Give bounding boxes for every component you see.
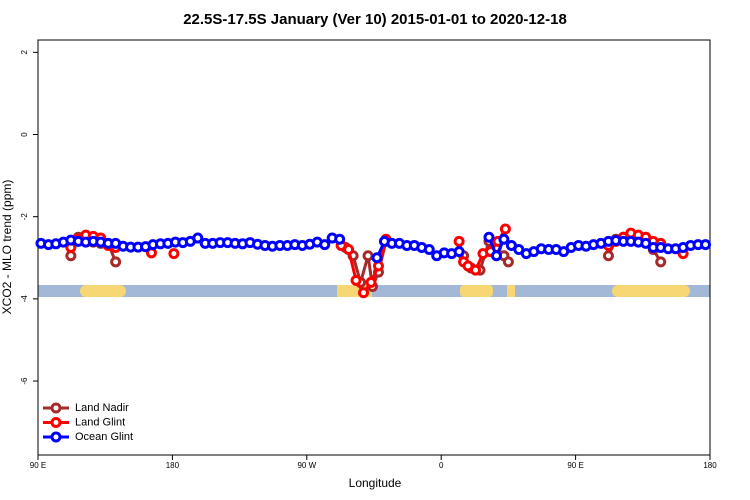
marker [168, 248, 180, 260]
marker [470, 264, 482, 276]
legend: Land Nadir Land Glint Ocean Glint [43, 402, 133, 443]
marker [602, 250, 614, 262]
legend-label: Land Nadir [75, 402, 129, 414]
marker [192, 232, 204, 244]
land-strip [507, 285, 515, 297]
marker [423, 244, 435, 256]
y-axis-label: XCO2 - MLO trend (ppm) [0, 180, 14, 315]
y-tick-label: -2 [20, 213, 29, 221]
land-strip [612, 285, 690, 297]
legend-marker [50, 402, 62, 414]
marker [490, 250, 502, 262]
x-tick-label: 90 E [30, 461, 46, 470]
marker [358, 287, 370, 299]
y-tick-label: 2 [20, 50, 29, 55]
land-strip [460, 285, 493, 297]
marker [371, 252, 383, 264]
marker [453, 235, 465, 247]
marker [319, 239, 331, 251]
marker [365, 276, 377, 288]
legend-marker [50, 417, 62, 428]
marker [372, 260, 384, 272]
marker [453, 246, 465, 258]
x-tick-label: 180 [166, 461, 180, 470]
marker [483, 231, 495, 243]
y-tick-label: -6 [20, 377, 29, 385]
x-tick-label: 90 W [297, 461, 316, 470]
marker [362, 250, 374, 262]
marker [499, 223, 511, 235]
y-tick-label: -4 [20, 295, 29, 303]
land-strip [80, 285, 126, 297]
marker [700, 239, 712, 251]
x-tick-label: 180 [703, 461, 717, 470]
marker [498, 233, 510, 245]
y-tick-label: 0 [20, 132, 29, 137]
markers [35, 223, 712, 299]
marker [502, 256, 514, 268]
legend-marker [50, 431, 62, 443]
x-tick-label: 0 [439, 461, 444, 470]
marker [350, 274, 362, 286]
chart-title: 22.5S-17.5S January (Ver 10) 2015-01-01 … [183, 11, 567, 28]
x-axis-label: Longitude [349, 476, 402, 490]
marker [655, 256, 667, 268]
marker [343, 244, 355, 256]
legend-label: Land Glint [75, 416, 125, 428]
legend-label: Ocean Glint [75, 431, 133, 443]
marker [110, 256, 122, 268]
marker [334, 233, 346, 245]
x-tick-label: 90 E [567, 461, 583, 470]
